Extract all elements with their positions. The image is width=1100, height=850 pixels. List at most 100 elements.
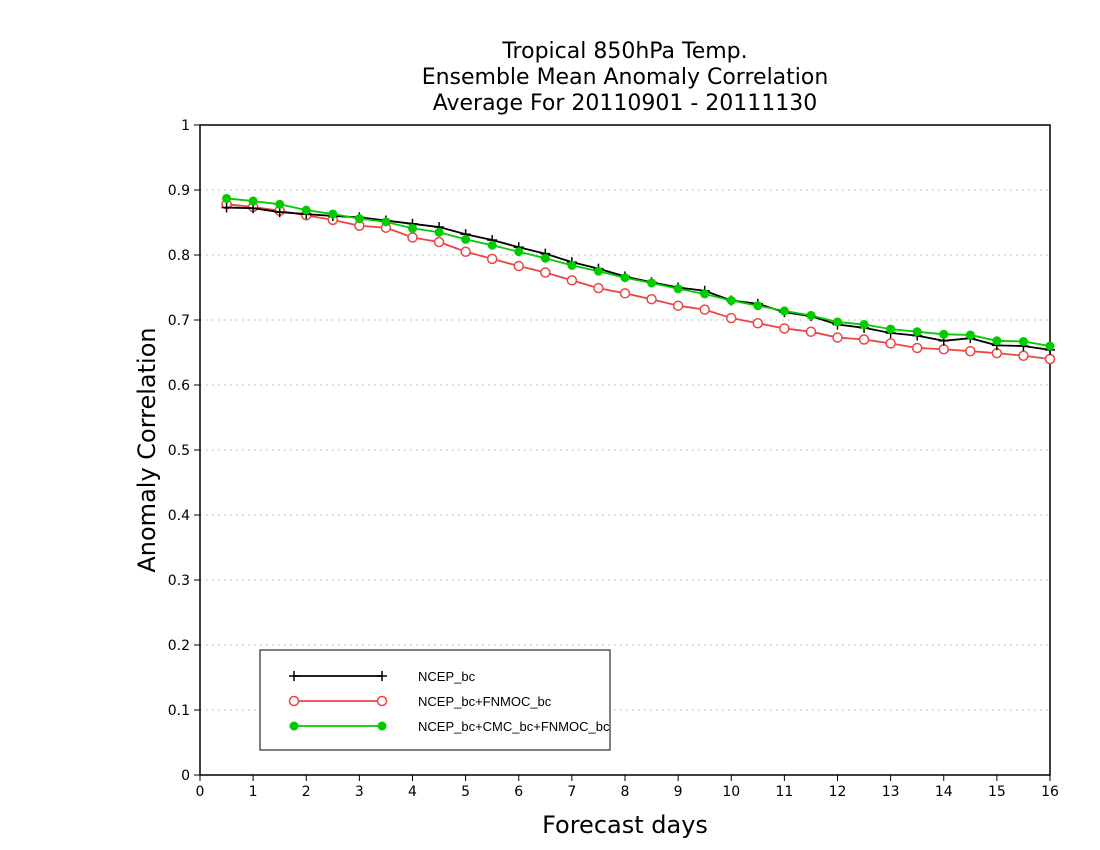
data-point <box>433 236 445 248</box>
data-point <box>275 199 285 209</box>
gridlines <box>200 189 1050 711</box>
data-point <box>833 317 842 327</box>
y-tick-label: 0.3 <box>168 573 190 589</box>
data-point <box>965 345 976 357</box>
data-point <box>461 234 471 244</box>
data-point <box>859 320 869 330</box>
y-axis: 0 0.1 0.2 0.3 0.4 0.5 0.6 0.7 0.8 0.9 1 <box>168 118 200 784</box>
data-point <box>486 253 498 265</box>
data-point <box>620 273 630 283</box>
data-point <box>381 217 391 227</box>
data-point <box>939 329 949 339</box>
data-point <box>805 326 817 337</box>
data-point <box>593 266 603 276</box>
data-point <box>434 227 444 237</box>
series-ncep-bc-cmc-bc-fnmoc-bc <box>222 193 1055 351</box>
data-point <box>1045 341 1055 351</box>
legend-marker <box>377 671 387 681</box>
data-point <box>646 293 657 305</box>
data-point <box>566 275 578 286</box>
x-tick-label: 12 <box>829 784 847 800</box>
y-tick-label: 0.2 <box>168 638 190 654</box>
x-tick-label: 2 <box>302 784 311 800</box>
legend-marker <box>289 671 299 681</box>
x-tick-label: 15 <box>988 784 1006 800</box>
data-point <box>301 205 311 215</box>
legend-item: NCEP_bc+FNMOC_bc <box>288 694 552 709</box>
data-point <box>513 260 524 272</box>
data-point <box>779 323 790 334</box>
data-point <box>567 260 577 270</box>
x-axis-label: Forecast days <box>542 811 708 839</box>
series-group <box>221 193 1056 365</box>
x-tick-label: 9 <box>674 784 683 800</box>
data-point <box>912 327 922 337</box>
data-point <box>726 312 737 324</box>
data-point <box>699 304 710 315</box>
y-tick-label: 0.5 <box>168 443 190 459</box>
x-tick-label: 8 <box>621 784 630 800</box>
title-line-3: Average For 20110901 - 20111130 <box>433 91 818 116</box>
data-point <box>407 232 418 243</box>
data-point <box>885 338 896 349</box>
series-line <box>226 197 1051 347</box>
data-point <box>700 289 710 299</box>
series-line <box>226 206 1051 351</box>
data-point <box>752 318 764 329</box>
legend-marker <box>288 695 300 707</box>
data-point <box>753 301 763 311</box>
data-point <box>806 310 816 320</box>
legend-marker <box>376 695 388 707</box>
legend-label: NCEP_bc+CMC_bc+FNMOC_bc <box>418 719 610 734</box>
data-point <box>487 240 497 250</box>
data-point <box>540 253 550 263</box>
data-point <box>540 267 551 278</box>
data-point <box>965 330 975 340</box>
legend-box <box>259 649 611 751</box>
data-point <box>911 342 923 354</box>
data-point <box>460 246 471 257</box>
data-point <box>354 214 364 224</box>
legend-marker <box>289 721 299 731</box>
data-point <box>832 332 843 343</box>
data-point <box>408 223 417 233</box>
x-tick-label: 3 <box>355 784 364 800</box>
series-ncep-bc <box>221 202 1055 355</box>
y-tick-label: 0.9 <box>168 183 190 199</box>
y-tick-label: 0 <box>181 768 190 784</box>
data-point <box>248 196 258 206</box>
legend-label: NCEP_bc+FNMOC_bc <box>418 694 552 709</box>
y-tick-label: 0.1 <box>168 703 190 719</box>
x-tick-label: 11 <box>775 784 793 800</box>
x-tick-label: 1 <box>249 784 258 800</box>
data-point <box>1018 350 1029 361</box>
y-tick-label: 0.6 <box>168 378 190 394</box>
data-point <box>886 324 896 334</box>
x-tick-label: 7 <box>567 784 576 800</box>
y-tick-label: 0.7 <box>168 313 190 329</box>
data-point <box>647 278 657 288</box>
data-point <box>992 336 1002 346</box>
data-point <box>1018 336 1028 346</box>
legend-label: NCEP_bc <box>418 669 476 684</box>
legend-item: NCEP_bc+CMC_bc+FNMOC_bc <box>289 719 610 734</box>
data-point <box>1044 353 1056 365</box>
data-point <box>726 296 736 305</box>
legend-marker <box>377 721 387 731</box>
data-point <box>779 306 789 316</box>
legend-items: NCEP_bc NCEP_bc+FNMOC_bc NCEP_bc+CMC_bc+FN… <box>288 669 610 734</box>
data-point <box>328 209 338 219</box>
title-line-1: Tropical 850hPa Temp. <box>501 39 747 64</box>
data-point <box>858 334 870 345</box>
data-point <box>938 344 949 355</box>
x-tick-label: 0 <box>196 784 205 800</box>
x-tick-label: 4 <box>408 784 417 800</box>
x-tick-label: 10 <box>722 784 740 800</box>
data-point <box>619 288 631 299</box>
x-tick-label: 16 <box>1041 784 1059 800</box>
x-axis: 0 1 2 3 4 5 6 7 8 9 10 11 12 13 14 15 16 <box>196 775 1059 800</box>
data-point <box>221 202 232 213</box>
legend: NCEP_bc NCEP_bc+FNMOC_bc NCEP_bc+CMC_bc+FN… <box>259 649 611 751</box>
data-point <box>222 193 232 203</box>
y-tick-label: 1 <box>181 118 190 134</box>
